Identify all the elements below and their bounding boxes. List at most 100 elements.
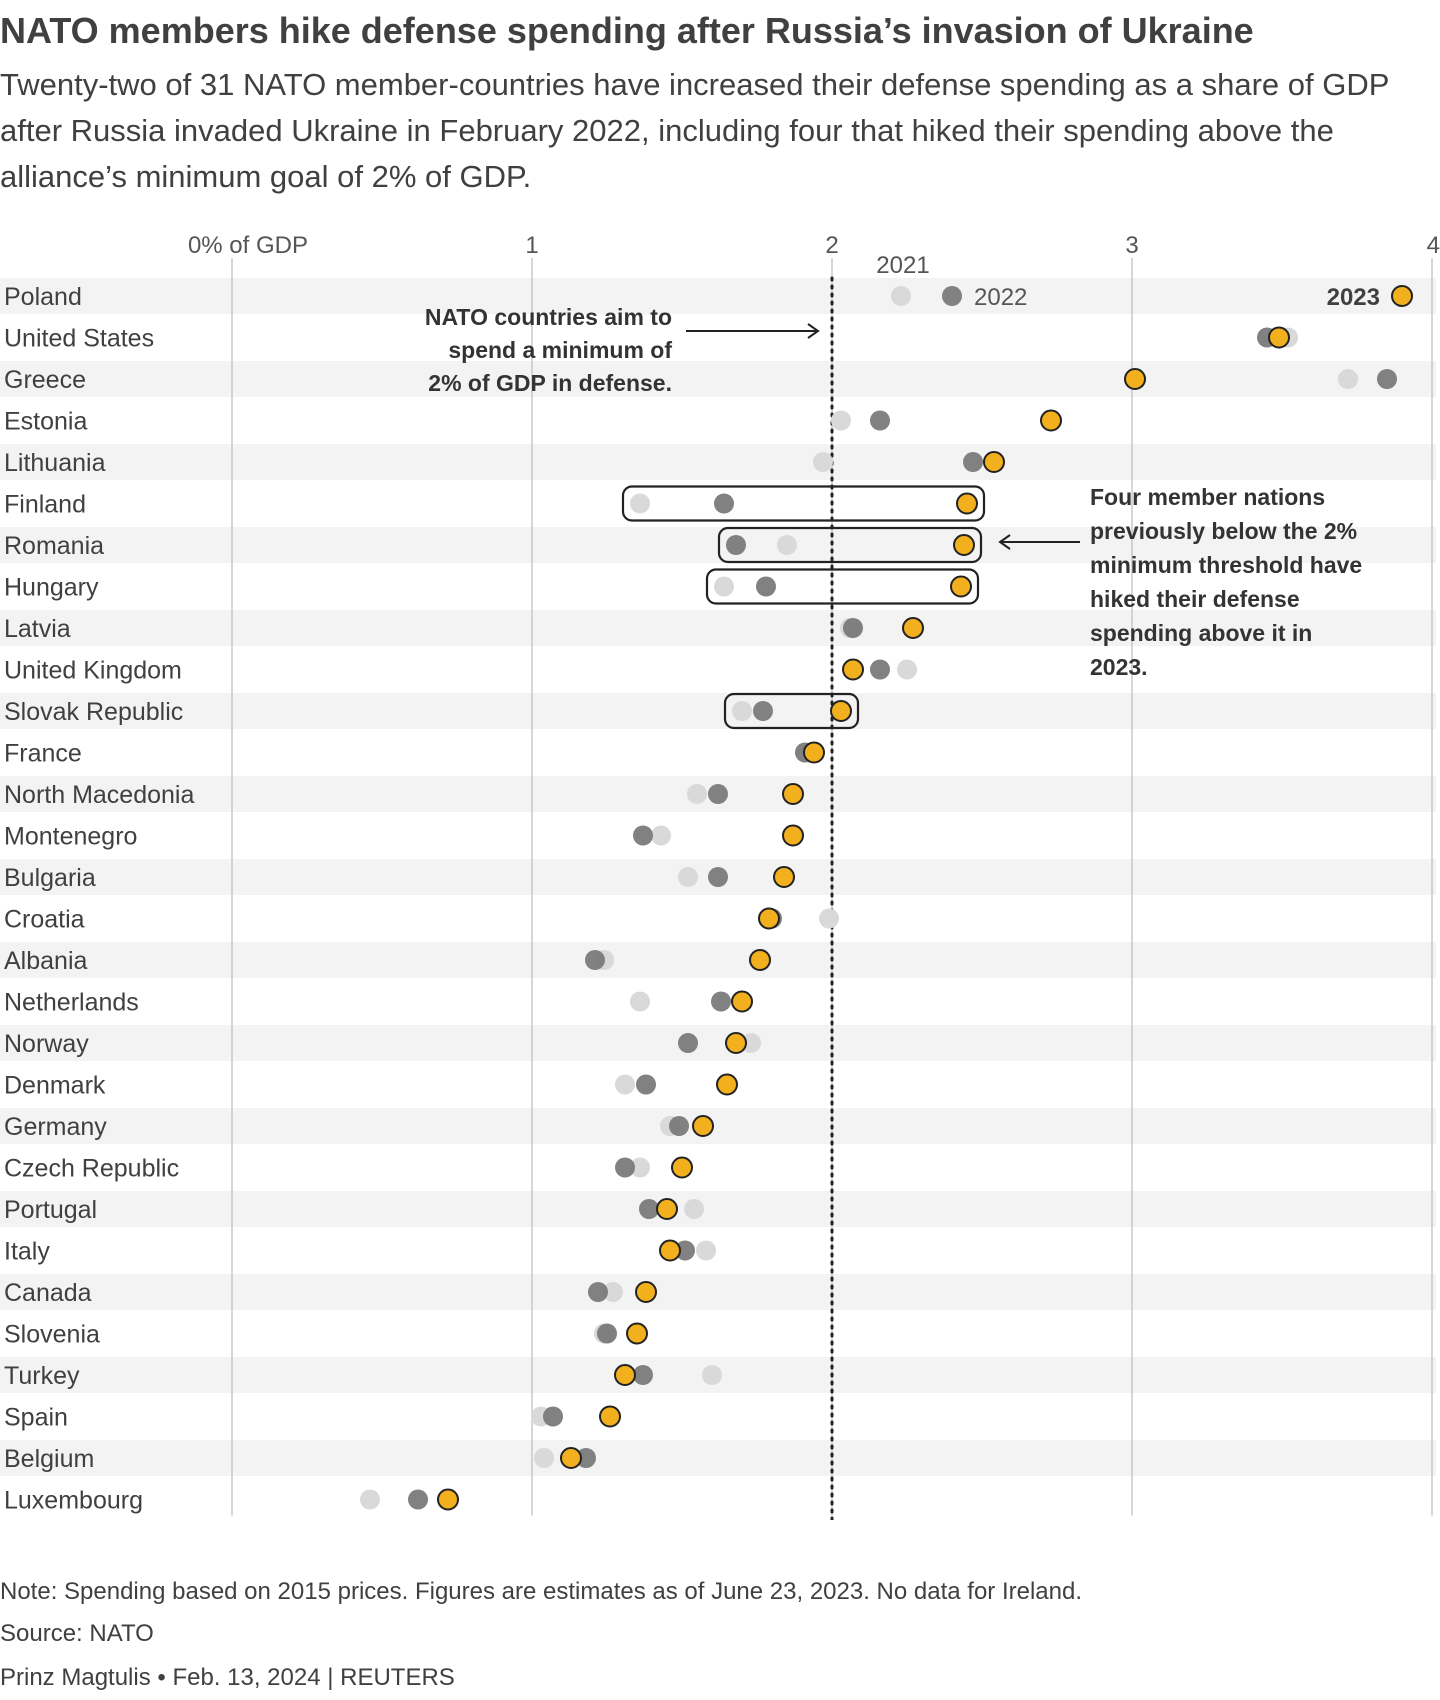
country-label: Portugal <box>4 1196 97 1224</box>
country-label: Lithuania <box>4 449 106 477</box>
dot-2023 <box>1391 285 1413 307</box>
country-label: France <box>4 740 82 768</box>
dot-2021 <box>615 1074 635 1095</box>
dot-2023 <box>983 451 1005 473</box>
country-label: Spain <box>4 1404 68 1432</box>
dot-2023 <box>758 907 780 930</box>
dot-2023 <box>956 492 978 515</box>
threshold-note-line: spend a minimum of <box>448 337 672 363</box>
x-tick-label: 3 <box>1125 232 1138 259</box>
dot-2022 <box>543 1406 563 1427</box>
row-band <box>0 1440 1436 1476</box>
row-band <box>0 1025 1436 1061</box>
dot-2021 <box>813 452 833 472</box>
dot-2021 <box>741 1033 761 1053</box>
dot-2023 <box>902 617 924 639</box>
dot-plot-chart: 0% of GDP 1 2 3 4 Poland United States Greece E… <box>0 232 1440 1520</box>
dot-2023 <box>953 534 975 556</box>
country-label: Finland <box>4 491 86 519</box>
dot-2022 <box>669 1116 689 1136</box>
dot-2023 <box>782 783 804 805</box>
source-line: Source: NATO <box>0 1620 154 1647</box>
dot-2022 <box>711 991 731 1012</box>
dot-2021 <box>360 1489 380 1510</box>
threshold-note-line: NATO countries aim to <box>425 304 672 330</box>
dot-2022 <box>636 1074 656 1095</box>
chart-title: NATO members hike defense spending after… <box>0 10 1254 51</box>
dot-2023 <box>731 990 753 1013</box>
dot-2023 <box>773 866 795 888</box>
dot-2022 <box>843 618 863 638</box>
dot-2021 <box>630 493 650 514</box>
dot-2023 <box>950 575 972 598</box>
row-band <box>0 610 1436 646</box>
country-label: Croatia <box>4 906 85 934</box>
country-label: Montenegro <box>4 823 137 851</box>
country-label: Denmark <box>4 1072 106 1100</box>
dot-2022 <box>1377 369 1397 389</box>
country-label: Turkey <box>4 1362 80 1390</box>
dot-2022 <box>726 535 746 555</box>
dot-2023 <box>614 1364 636 1386</box>
country-label: North Macedonia <box>4 781 194 809</box>
country-label: Estonia <box>4 408 87 436</box>
country-label: Luxembourg <box>4 1487 143 1515</box>
x-tick-label: 2 <box>825 232 838 259</box>
four-nations-arrow-head <box>998 534 1011 550</box>
dot-2021 <box>696 1240 716 1261</box>
four-nations-note-line: minimum threshold have <box>1090 552 1362 578</box>
dot-2023 <box>659 1239 681 1262</box>
dot-2021 <box>687 784 707 804</box>
dot-2021 <box>831 410 851 431</box>
highlight-box <box>723 692 860 730</box>
legend-label-2022: 2022 <box>974 284 1027 311</box>
dot-2022 <box>708 784 728 804</box>
dot-2022 <box>756 576 776 597</box>
row-band <box>0 278 1436 314</box>
dot-2023 <box>842 658 864 681</box>
row-band <box>0 693 1436 729</box>
dot-2023 <box>1124 368 1146 390</box>
x-tick-label: 4 <box>1427 232 1440 259</box>
row-band <box>0 444 1436 480</box>
legend-label-2023: 2023 <box>1327 284 1380 311</box>
dot-2023 <box>671 1156 693 1179</box>
dot-2022 <box>633 1365 653 1385</box>
dot-2022 <box>576 1448 596 1468</box>
country-label: Bulgaria <box>4 864 96 892</box>
dot-2021 <box>702 1365 722 1385</box>
four-nations-note-line: spending above it in <box>1090 620 1312 646</box>
dot-2023 <box>560 1447 582 1469</box>
footnote: Note: Spending based on 2015 prices. Fig… <box>0 1578 1083 1605</box>
dot-2022 <box>708 867 728 887</box>
dot-2021 <box>714 576 734 597</box>
dot-2021 <box>1338 369 1358 389</box>
highlight-box <box>621 485 986 522</box>
dot-2021 <box>630 991 650 1012</box>
threshold-arrow-head <box>807 323 820 339</box>
x-tick-label: 1 <box>525 232 538 259</box>
dot-2023 <box>626 1322 648 1345</box>
dot-2023 <box>803 741 825 764</box>
four-nations-note-line: 2023. <box>1090 654 1148 680</box>
dot-2021 <box>684 1199 704 1219</box>
dot-2023 <box>749 949 771 971</box>
dot-2023 <box>656 1198 678 1220</box>
country-label: Slovak Republic <box>4 698 183 726</box>
country-label: Norway <box>4 1030 89 1058</box>
dot-2022 <box>870 410 890 431</box>
dot-2021 <box>777 535 797 555</box>
country-label: United States <box>4 325 154 353</box>
dot-2022 <box>753 701 773 721</box>
dot-2023 <box>782 824 804 847</box>
dot-2022 <box>942 286 962 306</box>
dot-2021 <box>819 908 839 929</box>
dot-2022 <box>597 1323 617 1344</box>
country-label: Latvia <box>4 615 71 643</box>
dot-2021 <box>891 286 911 306</box>
country-label: Canada <box>4 1279 92 1307</box>
dot-2023 <box>1268 326 1290 349</box>
four-nations-note-line: hiked their defense <box>1090 586 1300 612</box>
four-nations-note-line: Four member nations <box>1090 484 1325 510</box>
dot-2023 <box>830 700 852 722</box>
